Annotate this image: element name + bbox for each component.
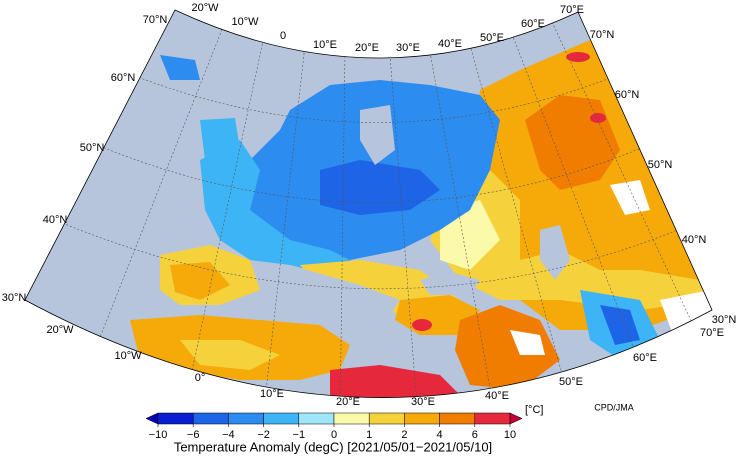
lat-labels-left: 50°N: [80, 142, 105, 154]
anomaly-region: [566, 52, 590, 62]
sea: [540, 225, 570, 280]
anomaly-field: [130, 40, 712, 398]
colorbar-segment: [157, 412, 194, 425]
sea: [260, 268, 400, 330]
lat-labels-right: 30°N: [712, 314, 737, 326]
map-title: Temperature Anomaly (degC) [2021/05/01−2…: [174, 439, 492, 454]
lon-labels-top: 10°W: [231, 16, 259, 28]
lon-labels-bottom: 60°E: [633, 352, 657, 364]
lon-labels-top: 70°E: [560, 4, 584, 16]
lat-labels-right: 60°N: [615, 89, 640, 101]
anomaly-region: [412, 319, 432, 331]
anomaly-region: [600, 305, 640, 345]
colorbar-tick-label: −1: [293, 429, 306, 441]
lon-labels-bottom: 30°E: [411, 396, 435, 408]
lon-labels-top: 60°E: [521, 18, 545, 30]
colorbar-segment: [368, 412, 405, 425]
anomaly-region: [320, 160, 440, 215]
anomaly-region: [200, 118, 240, 175]
anomaly-region: [170, 262, 230, 300]
colorbar-segment: [474, 412, 511, 425]
colorbar-segment: [298, 412, 335, 425]
sea: [420, 272, 480, 295]
missing-data: [510, 330, 545, 355]
colorbar-segment: [404, 412, 440, 425]
colorbar-tick-label: −6: [187, 429, 200, 441]
colorbar-segment: [333, 412, 370, 425]
anomaly-region: [590, 113, 606, 123]
lat-labels-right: 50°N: [648, 159, 673, 171]
sea: [360, 105, 395, 165]
lon-labels-top: 40°E: [438, 38, 462, 50]
graticule: [54, 21, 701, 398]
colorbar-tick-label: 2: [401, 429, 407, 441]
lat-labels-right: 40°N: [682, 234, 707, 246]
anomaly-region: [430, 170, 710, 310]
lon-labels-bottom: 10°W: [114, 350, 142, 362]
lat-labels-right: 70°N: [590, 29, 615, 41]
lon-labels-top: 30°E: [396, 42, 420, 54]
credit: CPD/JMA: [594, 402, 634, 412]
anomaly-region: [200, 140, 360, 275]
colorbar-unit: [°C]: [525, 404, 543, 416]
lon-labels-top: 20°E: [355, 42, 379, 54]
colorbar-tick-label: −10: [149, 429, 168, 441]
lon-labels-bottom: 0°: [195, 372, 206, 384]
colorbar-tick-label: 1: [366, 429, 372, 441]
colorbar-under: [145, 412, 159, 425]
lon-labels-bottom: 20°W: [46, 324, 74, 336]
colorbar-segment: [192, 412, 229, 425]
colorbar-tick-label: 4: [437, 429, 443, 441]
lat-labels-left: 40°N: [43, 214, 68, 226]
lon-labels-top: 10°E: [313, 39, 337, 51]
lon-labels-top: 0: [280, 30, 286, 42]
anomaly-region: [455, 305, 560, 390]
lon-labels-top: 50°E: [480, 32, 504, 44]
colorbar: −10 −6 −4 −2 −1 0 1 2 4 6 10: [145, 412, 523, 441]
colorbar-tick-label: 0: [331, 429, 337, 441]
colorbar-segment: [228, 412, 264, 425]
colorbar-tick-label: −2: [257, 429, 270, 441]
lon-labels-bottom: 40°E: [485, 390, 509, 402]
lon-labels-bottom: 50°E: [559, 376, 583, 388]
lat-labels-left: 70°N: [143, 14, 168, 26]
colorbar-tick-label: 6: [472, 429, 478, 441]
colorbar-over: [509, 412, 523, 425]
lon-labels-bottom: 70°E: [700, 327, 724, 339]
colorbar-tick-label: 10: [504, 429, 516, 441]
lon-labels-bottom: 20°E: [336, 396, 360, 408]
lat-labels-left: 30°N: [2, 292, 27, 304]
colorbar-tick-label: −4: [222, 429, 235, 441]
colorbar-segment: [263, 412, 300, 425]
colorbar-segment: [439, 412, 476, 425]
lon-labels-bottom: 10°E: [260, 388, 284, 400]
map-frame: [24, 9, 713, 398]
lon-labels-top: 20°W: [191, 2, 219, 14]
missing-data: [610, 180, 650, 215]
anomaly-region: [160, 55, 200, 80]
anomaly-region: [330, 365, 460, 398]
anomaly-region: [180, 340, 280, 370]
lat-labels-left: 60°N: [111, 72, 136, 84]
